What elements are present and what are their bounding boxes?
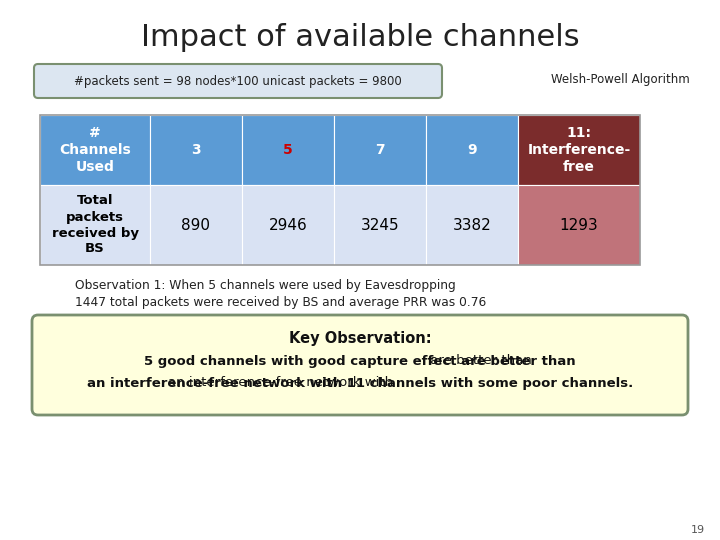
Bar [426, 115, 518, 185]
Text: 11:
Interference-
free: 11: Interference- free [527, 126, 631, 174]
Text: 19: 19 [691, 525, 705, 535]
Text: Total
packets
received by
BS: Total packets received by BS [52, 194, 138, 255]
FancyBboxPatch shape [34, 64, 442, 98]
Bar [242, 115, 334, 185]
Text: 1447 total packets were received by BS and average PRR was 0.76: 1447 total packets were received by BS a… [75, 296, 486, 309]
Bar [426, 185, 518, 265]
Bar [242, 185, 334, 265]
Bar [150, 185, 242, 265]
Text: #packets sent = 98 nodes*100 unicast packets = 9800: #packets sent = 98 nodes*100 unicast pac… [74, 75, 402, 87]
Text: 7: 7 [375, 143, 384, 157]
Text: 3245: 3245 [361, 218, 400, 233]
Text: 2946: 2946 [269, 218, 307, 233]
Text: 3: 3 [192, 143, 201, 157]
Text: 9: 9 [467, 143, 477, 157]
Bar [334, 185, 426, 265]
Bar [150, 115, 242, 185]
Text: 5 good channels with good capture effect are better than: 5 good channels with good capture effect… [144, 354, 576, 368]
Text: 5: 5 [283, 143, 293, 157]
Bar [40, 115, 640, 265]
Bar [518, 185, 640, 265]
Text: an interference-free network with 11 channels with some poor channels.: an interference-free network with 11 cha… [87, 376, 633, 389]
Text: are better than: are better than [426, 354, 532, 368]
Text: 3382: 3382 [453, 218, 491, 233]
Bar [40, 185, 150, 265]
Text: Observation 1: When 5 channels were used by Eavesdropping: Observation 1: When 5 channels were used… [75, 279, 456, 292]
Text: Key Observation:: Key Observation: [289, 330, 431, 346]
Text: 890: 890 [181, 218, 210, 233]
Bar [334, 115, 426, 185]
Text: Welsh-Powell Algorithm: Welsh-Powell Algorithm [551, 73, 689, 86]
FancyBboxPatch shape [32, 315, 688, 415]
Text: Impact of available channels: Impact of available channels [140, 24, 580, 52]
Text: 1293: 1293 [559, 218, 598, 233]
Bar [40, 115, 150, 185]
Text: #
Channels
Used: # Channels Used [59, 126, 131, 174]
Bar [518, 115, 640, 185]
Text: an interference-free network with: an interference-free network with [168, 376, 397, 389]
